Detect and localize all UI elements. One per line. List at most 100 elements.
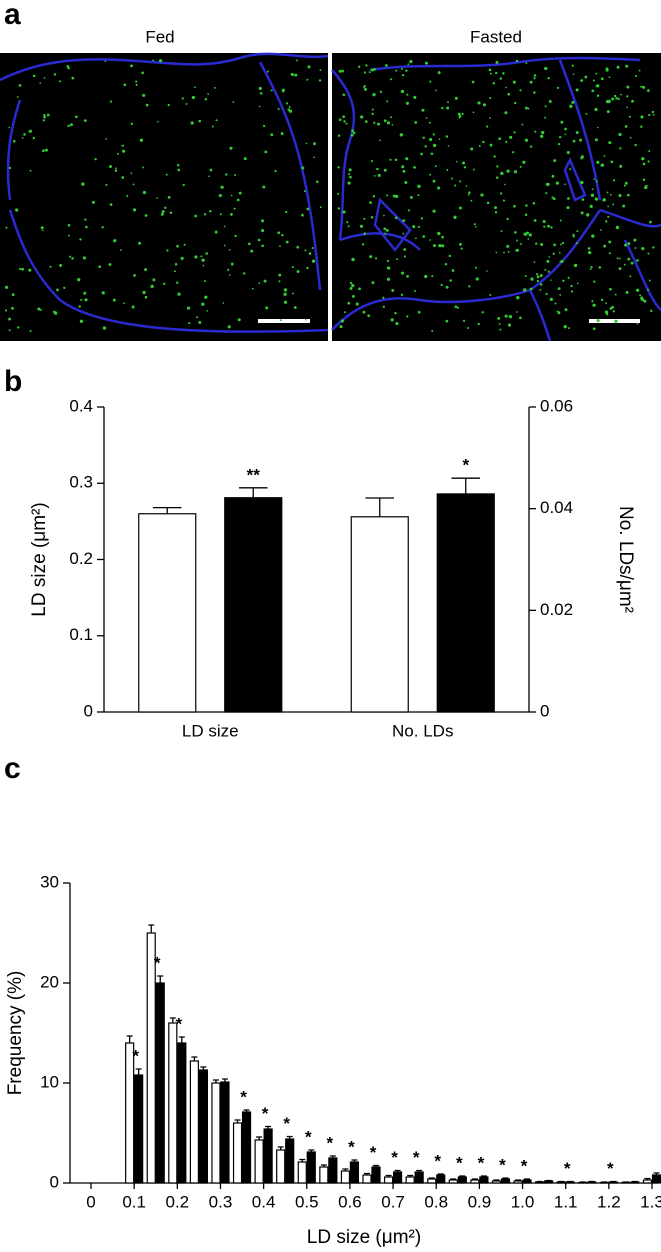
lipid-droplet (527, 107, 530, 110)
lipid-droplet (587, 247, 591, 250)
bar (427, 1178, 437, 1184)
lipid-droplet (401, 67, 403, 70)
significance-marker: * (370, 1143, 377, 1162)
bar (232, 1122, 243, 1184)
lipid-droplet (296, 59, 298, 62)
lipid-droplet (218, 194, 222, 198)
lipid-droplet (45, 148, 48, 152)
lipid-droplet (440, 283, 443, 287)
lipid-droplet (142, 166, 145, 169)
lipid-droplet (424, 61, 428, 65)
lipid-droplet (414, 121, 418, 124)
lipid-droplet (457, 112, 461, 116)
lipid-droplet (535, 273, 539, 276)
lipid-droplet (575, 131, 579, 135)
lipid-droplet (561, 241, 565, 245)
lipid-droplet (438, 138, 441, 140)
lipid-droplet (536, 275, 540, 279)
lipid-droplet (498, 323, 501, 325)
lipid-droplet (615, 225, 620, 230)
lipid-droplet (81, 182, 85, 186)
lipid-droplet (200, 255, 203, 258)
lipid-droplet (429, 80, 432, 83)
lipid-droplet (373, 121, 376, 124)
lipid-droplet (609, 287, 612, 291)
lipid-droplet (294, 73, 298, 77)
lipid-droplet (370, 159, 374, 163)
lipid-droplet (625, 64, 629, 68)
bar (168, 1022, 178, 1184)
lipid-droplet (563, 324, 567, 329)
lipid-droplet (167, 103, 170, 107)
lipid-droplet (607, 205, 609, 208)
lipid-droplet (91, 200, 95, 204)
lipid-droplet (23, 133, 26, 136)
lipid-droplet (627, 242, 631, 246)
lipid-droplet (225, 173, 228, 176)
error-bar (364, 1172, 370, 1175)
lipid-droplet (629, 136, 632, 139)
lipid-droplet (608, 240, 612, 244)
lipid-droplet (349, 281, 353, 285)
lipid-droplet (202, 264, 205, 267)
lipid-droplet (557, 142, 561, 146)
lipid-droplet (304, 249, 307, 252)
lipid-droplet (431, 330, 434, 333)
lipid-droplet (417, 194, 420, 197)
bar (134, 1074, 144, 1184)
lipid-droplet (422, 136, 425, 139)
lipid-droplet (296, 269, 300, 273)
lipid-droplet (459, 242, 462, 246)
x-tick-label: 1.0 (511, 1192, 535, 1211)
lipid-droplet (593, 280, 596, 283)
lipid-droplet (519, 89, 522, 92)
error-bar (234, 1119, 241, 1123)
lipid-droplet (627, 257, 631, 261)
lipid-droplet (522, 160, 526, 164)
lipid-droplet (371, 112, 374, 116)
lipid-droplet (373, 68, 377, 71)
lipid-droplet (337, 134, 341, 137)
lipid-droplet (524, 106, 528, 110)
lipid-droplet (69, 123, 73, 127)
lipid-droplet (158, 59, 163, 63)
lipid-droplet (489, 143, 493, 147)
lipid-droplet (11, 293, 15, 297)
error-bar (365, 497, 394, 517)
bar (436, 493, 495, 713)
lipid-droplet (37, 307, 41, 311)
lipid-droplet (263, 279, 267, 283)
lipid-droplet (75, 115, 78, 119)
lipid-droplet (580, 180, 584, 185)
x-tick-label: 0.1 (122, 1192, 146, 1211)
lipid-droplet (506, 244, 510, 248)
lipid-droplet (445, 135, 449, 138)
lipid-droplet (304, 318, 307, 321)
lipid-droplet (262, 124, 266, 127)
lipid-droplet (527, 238, 530, 240)
bar (651, 1174, 661, 1184)
error-bar (567, 1180, 574, 1183)
lipid-droplet (467, 326, 470, 330)
bar (642, 1179, 653, 1184)
lipid-droplet (499, 77, 503, 80)
lipid-droplet (545, 292, 548, 296)
lipid-droplet (389, 116, 392, 119)
lipid-droplet (605, 99, 610, 104)
lipid-droplet (114, 167, 117, 170)
lipid-droplet (560, 259, 564, 263)
lipid-droplet (135, 80, 138, 83)
lipid-droplet (28, 268, 32, 272)
lipid-droplet (133, 274, 136, 277)
lipid-droplet (196, 316, 199, 319)
lipid-droplet (373, 174, 376, 177)
lipid-droplet (513, 131, 516, 134)
lipid-droplet (420, 217, 424, 220)
lipid-droplet (114, 169, 118, 172)
error-bar (450, 1178, 457, 1180)
lipid-droplet (138, 241, 142, 245)
lipid-droplet (174, 263, 178, 266)
lipid-droplet (606, 110, 610, 114)
lipid-droplet (290, 72, 294, 76)
lipid-droplet (293, 306, 297, 309)
